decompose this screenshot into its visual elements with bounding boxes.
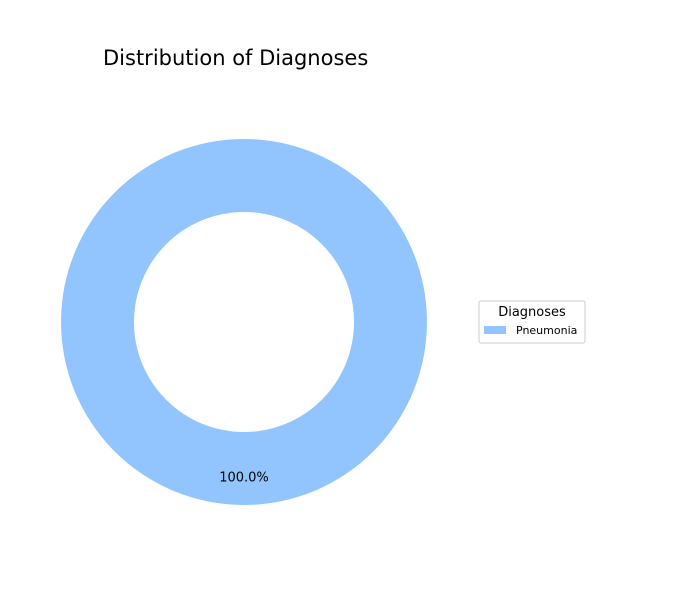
slice-labels: 100.0%: [219, 471, 269, 486]
slice-pneumonia: [61, 139, 427, 505]
donut-slices: [61, 139, 427, 505]
legend-title: Diagnoses: [498, 305, 566, 320]
legend-entries: Pneumonia: [484, 324, 577, 337]
slice-label-pneumonia: 100.0%: [219, 471, 269, 486]
chart-title: Distribution of Diagnoses: [103, 46, 368, 70]
legend-label-pneumonia: Pneumonia: [516, 324, 577, 337]
legend: Diagnoses Pneumonia: [478, 300, 586, 344]
legend-swatch-pneumonia: [484, 326, 506, 334]
